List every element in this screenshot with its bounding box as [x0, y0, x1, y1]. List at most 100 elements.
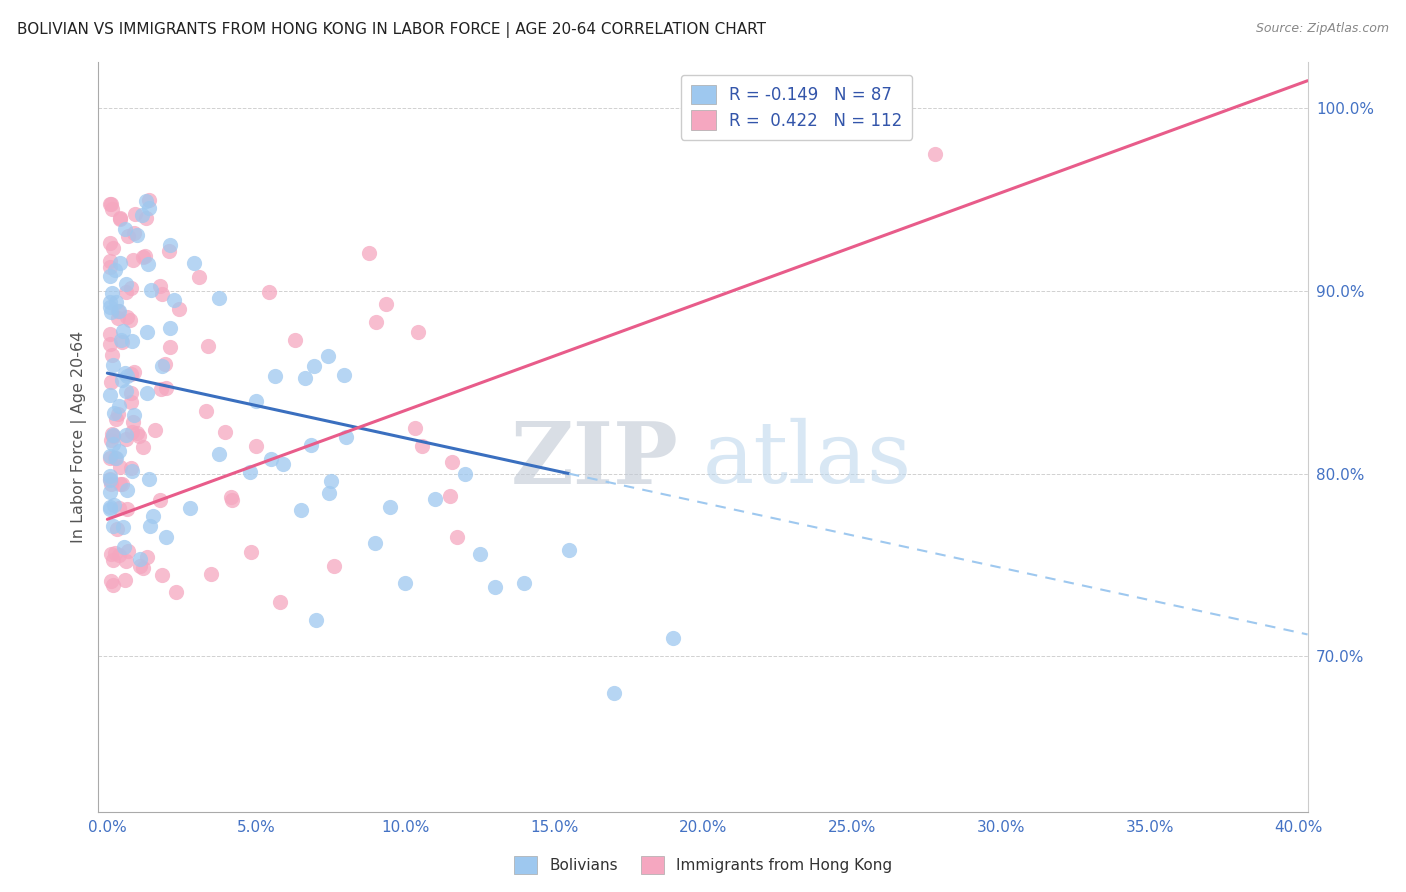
- Point: [112, 540, 135, 554]
- Point: [187, 269, 209, 284]
- Point: [318, 486, 340, 500]
- Point: [98, 295, 121, 310]
- Point: [132, 561, 155, 575]
- Point: [120, 367, 142, 381]
- Point: [98, 236, 121, 251]
- Point: [155, 381, 177, 395]
- Point: [108, 256, 131, 270]
- Point: [100, 196, 122, 211]
- Point: [513, 576, 536, 591]
- Legend: R = -0.149   N = 87, R =  0.422   N = 112: R = -0.149 N = 87, R = 0.422 N = 112: [681, 75, 912, 140]
- Point: [100, 574, 122, 588]
- Point: [269, 594, 291, 608]
- Point: [602, 686, 624, 700]
- Point: [127, 228, 149, 243]
- Point: [159, 238, 181, 252]
- Point: [165, 585, 187, 599]
- Point: [108, 460, 131, 475]
- Point: [150, 287, 173, 301]
- Point: [101, 428, 124, 442]
- Point: [335, 430, 357, 444]
- Point: [406, 325, 429, 339]
- Point: [319, 474, 342, 488]
- Point: [127, 425, 149, 440]
- Point: [100, 348, 122, 362]
- Point: [159, 321, 181, 335]
- Point: [108, 304, 131, 318]
- Point: [101, 241, 124, 255]
- Point: [98, 196, 121, 211]
- Point: [135, 211, 157, 226]
- Point: [149, 278, 172, 293]
- Point: [117, 310, 139, 324]
- Point: [104, 546, 127, 560]
- Point: [142, 509, 165, 524]
- Point: [101, 359, 124, 373]
- Point: [107, 303, 129, 318]
- Point: [294, 371, 316, 385]
- Point: [139, 284, 162, 298]
- Point: [468, 547, 491, 561]
- Point: [138, 472, 160, 486]
- Point: [136, 386, 159, 401]
- Point: [98, 269, 121, 284]
- Point: [136, 257, 159, 271]
- Point: [214, 425, 236, 439]
- Point: [124, 206, 146, 220]
- Point: [120, 313, 142, 327]
- Point: [446, 530, 468, 544]
- Point: [114, 554, 136, 568]
- Point: [103, 429, 125, 443]
- Point: [299, 438, 322, 452]
- Point: [150, 568, 173, 582]
- Point: [100, 376, 122, 390]
- Point: [100, 305, 122, 319]
- Point: [484, 580, 506, 594]
- Point: [332, 368, 354, 382]
- Point: [394, 576, 416, 591]
- Point: [111, 520, 134, 534]
- Point: [114, 433, 136, 447]
- Point: [120, 395, 142, 409]
- Point: [128, 429, 150, 443]
- Point: [132, 250, 155, 264]
- Point: [104, 411, 127, 425]
- Point: [135, 550, 157, 565]
- Point: [104, 450, 127, 465]
- Text: atlas: atlas: [703, 418, 912, 501]
- Point: [163, 293, 186, 308]
- Point: [149, 493, 172, 508]
- Point: [98, 502, 121, 516]
- Point: [98, 471, 121, 485]
- Point: [114, 366, 136, 380]
- Point: [107, 310, 129, 325]
- Point: [107, 443, 129, 458]
- Point: [121, 464, 143, 478]
- Y-axis label: In Labor Force | Age 20-64: In Labor Force | Age 20-64: [72, 331, 87, 543]
- Text: Source: ZipAtlas.com: Source: ZipAtlas.com: [1256, 22, 1389, 36]
- Point: [132, 440, 155, 454]
- Point: [114, 285, 136, 300]
- Point: [135, 194, 157, 209]
- Point: [115, 384, 138, 399]
- Point: [108, 548, 131, 562]
- Point: [105, 522, 128, 536]
- Point: [153, 357, 176, 371]
- Point: [195, 404, 218, 418]
- Point: [208, 291, 231, 305]
- Point: [101, 578, 124, 592]
- Point: [302, 359, 325, 373]
- Point: [290, 503, 312, 517]
- Point: [101, 426, 124, 441]
- Point: [107, 407, 129, 421]
- Point: [110, 476, 132, 491]
- Point: [662, 631, 685, 645]
- Point: [221, 493, 243, 508]
- Point: [114, 573, 136, 587]
- Point: [98, 327, 121, 342]
- Point: [104, 263, 127, 277]
- Point: [263, 369, 285, 384]
- Point: [259, 285, 281, 299]
- Point: [145, 423, 167, 437]
- Point: [423, 492, 446, 507]
